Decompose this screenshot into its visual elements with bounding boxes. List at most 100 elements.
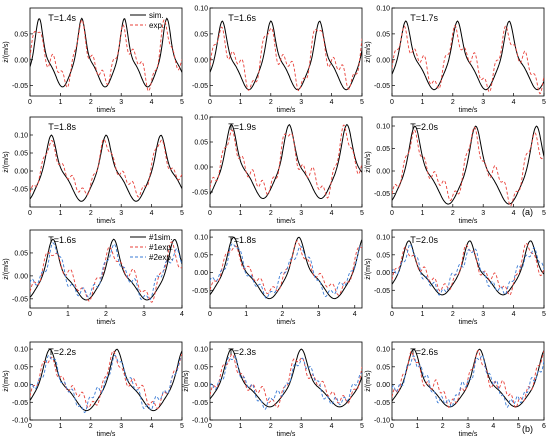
y-tick-label: -0.05 <box>192 190 208 197</box>
panels: 0 1 2 3 4 5 -0.05 0.00 0.05 time/s ż/(m/s) T=1.4s si… <box>3 6 546 438</box>
y-tick-label: -0.05 <box>192 400 208 407</box>
x-tick-label: 1 <box>415 423 419 430</box>
y-tick-label: 0.00 <box>14 382 28 389</box>
series-group <box>392 348 544 409</box>
series-line-exp2 <box>30 242 182 301</box>
y-tick-label: 0.10 <box>376 235 390 242</box>
y-axis-label: ż/(m/s) <box>183 370 190 391</box>
series-group <box>392 125 544 207</box>
y-tick-label: 0.05 <box>376 31 390 38</box>
y-tick-label: -0.10 <box>192 418 208 425</box>
x-tick-label: 2 <box>441 423 445 430</box>
x-tick-label: 1 <box>58 423 62 430</box>
y-axis-label: ż/(m/s) <box>365 370 372 391</box>
y-tick-label: 0.10 <box>194 347 208 354</box>
series-line-exp <box>392 242 544 296</box>
figure-label-a: (a) <box>522 207 533 217</box>
y-tick-label: 0.00 <box>14 273 28 280</box>
x-tick-label: 4 <box>353 311 357 318</box>
panel-title: T=1.4s <box>48 13 76 23</box>
x-tick-label: 4 <box>512 210 516 217</box>
x-tick-label: 6 <box>542 423 546 430</box>
y-tick-label: 0.00 <box>376 382 390 389</box>
plot-frame <box>209 341 363 421</box>
panel-title: T=1.6s <box>228 13 256 23</box>
y-axis-label: ż/(m/s) <box>3 258 10 279</box>
legend: #1sim.#1exp.#2exp. <box>130 233 173 262</box>
legend-entry: exp. <box>149 21 164 30</box>
chart-panel-10: 0 1 2 3 4 5 -0.10 -0.05 0.00 0.05 0.10 time/s ż/(m/s… <box>3 341 184 438</box>
y-tick-label: -0.10 <box>12 418 28 425</box>
panel-title: T=1.7s <box>410 13 438 23</box>
x-tick-label: 5 <box>542 99 546 106</box>
y-tick-label: -0.05 <box>374 83 390 90</box>
x-tick-label: 2 <box>89 99 93 106</box>
y-axis-label: ż/(m/s) <box>3 41 10 62</box>
x-tick-label: 0 <box>390 210 394 217</box>
x-tick-label: 2 <box>104 311 108 318</box>
chart-panel-9: 0 1 2 3 4 5 -0.05 0.00 0.05 0.10 time/s ż/(m/s) T=2.… <box>365 229 546 326</box>
x-tick-label: 5 <box>542 311 546 318</box>
plot-frame <box>29 116 183 208</box>
series-line-exp <box>210 240 362 296</box>
plot-frame <box>29 341 183 421</box>
x-tick-label: 0 <box>28 311 32 318</box>
series-group <box>210 348 362 410</box>
series-line-sim <box>392 20 544 91</box>
y-tick-label: 0.05 <box>14 250 28 257</box>
y-tick-label: 0.10 <box>376 124 390 131</box>
x-axis-label: time/s <box>97 431 116 438</box>
x-tick-label: 3 <box>317 311 321 318</box>
x-tick-label: 0 <box>28 99 32 106</box>
x-tick-label: 5 <box>180 210 184 217</box>
legend-entry: sim. <box>149 11 164 20</box>
y-tick-label: 0.10 <box>194 6 208 13</box>
x-tick-label: 2 <box>451 99 455 106</box>
x-tick-label: 3 <box>481 210 485 217</box>
x-tick-label: 0 <box>208 311 212 318</box>
x-tick-label: 1 <box>420 311 424 318</box>
x-axis-label: time/s <box>459 107 478 114</box>
x-axis-label: time/s <box>97 218 116 225</box>
y-tick-label: -0.05 <box>12 83 28 90</box>
y-tick-label: 0.05 <box>194 140 208 147</box>
x-tick-label: 0 <box>28 423 32 430</box>
series-group <box>30 238 182 303</box>
y-tick-label: 0.00 <box>194 270 208 277</box>
x-tick-label: 1 <box>238 423 242 430</box>
x-tick-label: 2 <box>269 423 273 430</box>
x-tick-label: 1 <box>238 210 242 217</box>
x-tick-label: 1 <box>58 210 62 217</box>
series-line-exp <box>30 138 182 198</box>
chart-panel-7: 0 1 2 3 4 -0.05 0.00 0.05 time/s ż/(m/s) T=1.6s #1s… <box>3 229 184 326</box>
series-line-sim <box>30 348 182 412</box>
x-tick-label: 4 <box>150 99 154 106</box>
x-tick-label: 5 <box>542 210 546 217</box>
x-tick-label: 3 <box>299 423 303 430</box>
x-tick-label: 3 <box>466 423 470 430</box>
y-axis-label: ż/(m/s) <box>365 151 372 172</box>
x-axis-label: time/s <box>277 319 296 326</box>
series-line-exp2 <box>392 354 544 408</box>
series-group <box>210 123 362 200</box>
x-tick-label: 3 <box>119 423 123 430</box>
series-line-exp2 <box>210 243 362 299</box>
series-line-sim <box>392 125 544 205</box>
y-tick-label: 0.05 <box>376 252 390 259</box>
y-tick-label: 0.00 <box>376 270 390 277</box>
x-tick-label: 4 <box>512 99 516 106</box>
y-tick-label: -0.05 <box>192 288 208 295</box>
y-tick-label: 0.10 <box>194 235 208 242</box>
series-line-sim <box>210 348 362 408</box>
x-tick-label: 2 <box>269 99 273 106</box>
x-tick-label: 4 <box>491 423 495 430</box>
series-line-exp <box>392 350 544 409</box>
panel-title: T=2.3s <box>228 347 256 357</box>
y-tick-label: 0.05 <box>194 252 208 259</box>
series-line-exp <box>30 350 182 409</box>
series-line-sim <box>210 123 362 200</box>
chart-panel-1: 0 1 2 3 4 5 -0.05 0.00 0.05 time/s ż/(m/s) T=1.4s si… <box>3 7 184 114</box>
x-tick-label: 4 <box>330 423 334 430</box>
y-tick-label: -0.05 <box>12 400 28 407</box>
